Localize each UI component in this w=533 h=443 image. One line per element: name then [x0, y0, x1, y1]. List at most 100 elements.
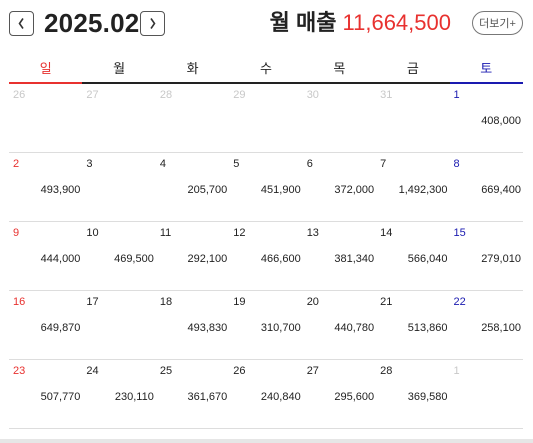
daily-sales-amount: 451,900: [260, 184, 301, 196]
weekday-label: 수: [229, 60, 303, 84]
daily-sales-amount: 444,000: [40, 253, 81, 265]
day-number: 26: [233, 365, 246, 377]
next-month-button[interactable]: [140, 11, 165, 36]
calendar-day-cell[interactable]: 25 361,670: [156, 360, 229, 428]
daily-sales-amount: 669,400: [481, 184, 521, 196]
weekday-label: 화: [155, 60, 230, 84]
day-number: 21: [380, 296, 393, 308]
day-number: 3: [86, 158, 93, 170]
calendar-day-cell[interactable]: 15 279,010: [450, 222, 523, 290]
daily-sales-amount: 205,700: [187, 184, 228, 196]
calendar-day-cell[interactable]: 13 381,340: [303, 222, 376, 290]
daily-sales-amount: 649,870: [40, 322, 81, 334]
day-number: 6: [306, 158, 313, 170]
day-number: 12: [233, 227, 246, 239]
bottom-divider: [0, 439, 533, 443]
calendar-day-cell[interactable]: 10 469,500: [82, 222, 155, 290]
calendar-day-cell[interactable]: 2 493,900: [9, 153, 82, 221]
day-number: 1: [453, 365, 460, 377]
day-number: 26: [13, 89, 26, 101]
day-number: 13: [306, 227, 319, 239]
calendar-day-cell[interactable]: 17: [82, 291, 155, 359]
calendar-grid: 26 27 28 29 30 31 1 408,000 2 493,900 3 4 205,700 5 45…: [9, 84, 523, 429]
daily-sales-amount: 372,000: [334, 184, 375, 196]
calendar-day-cell[interactable]: 19 310,700: [229, 291, 302, 359]
calendar-day-cell[interactable]: 4 205,700: [156, 153, 229, 221]
daily-sales-amount: 258,100: [481, 322, 521, 334]
day-number: 20: [306, 296, 319, 308]
calendar-day-cell[interactable]: 21 513,860: [376, 291, 449, 359]
calendar-day-cell[interactable]: 9 444,000: [9, 222, 82, 290]
calendar-day-cell[interactable]: 30: [303, 84, 376, 152]
daily-sales-amount: 493,830: [187, 322, 228, 334]
calendar-day-cell[interactable]: 1: [450, 360, 523, 428]
daily-sales-amount: 381,340: [334, 253, 375, 265]
day-number: 14: [380, 227, 393, 239]
calendar-day-cell[interactable]: 12 466,600: [229, 222, 302, 290]
monthly-sales: 월 매출 11,664,500: [270, 8, 451, 38]
calendar-week-row: 26 27 28 29 30 31 1 408,000: [9, 84, 523, 153]
day-number: 5: [233, 158, 240, 170]
day-number: 31: [380, 89, 393, 101]
day-number: 15: [453, 227, 466, 239]
calendar-day-cell[interactable]: 28: [156, 84, 229, 152]
day-number: 30: [306, 89, 319, 101]
day-number: 28: [380, 365, 393, 377]
calendar-day-cell[interactable]: 14 566,040: [376, 222, 449, 290]
daily-sales-amount: 310,700: [260, 322, 301, 334]
weekday-label: 목: [302, 60, 377, 84]
daily-sales-amount: 369,580: [407, 391, 448, 403]
calendar-day-cell[interactable]: 20 440,780: [303, 291, 376, 359]
daily-sales-amount: 507,770: [40, 391, 81, 403]
day-number: 25: [159, 365, 173, 377]
chevron-left-icon: [18, 18, 24, 29]
day-number: 1: [453, 89, 460, 101]
day-number: 4: [159, 158, 166, 170]
more-button[interactable]: 더보기+: [472, 11, 523, 35]
calendar-day-cell[interactable]: 29: [229, 84, 302, 152]
calendar-day-cell[interactable]: 28 369,580: [376, 360, 449, 428]
calendar-day-cell[interactable]: 16 649,870: [9, 291, 82, 359]
calendar-day-cell[interactable]: 18 493,830: [156, 291, 229, 359]
calendar-day-cell[interactable]: 27 295,600: [303, 360, 376, 428]
monthly-sales-value: 11,664,500: [342, 10, 451, 35]
calendar-day-cell[interactable]: 7 1,492,300: [376, 153, 449, 221]
daily-sales-amount: 292,100: [187, 253, 228, 265]
calendar-week-row: 2 493,900 3 4 205,700 5 451,900 6 372,000 7 1,492,…: [9, 153, 523, 222]
daily-sales-amount: 513,860: [407, 322, 448, 334]
day-number: 27: [306, 365, 319, 377]
day-number: 8: [453, 158, 460, 170]
day-number: 24: [86, 365, 99, 377]
daily-sales-amount: 230,110: [114, 391, 154, 403]
daily-sales-amount: 469,500: [114, 253, 154, 265]
daily-sales-amount: 279,010: [481, 253, 521, 265]
calendar-day-cell[interactable]: 26 240,840: [229, 360, 302, 428]
daily-sales-amount: 466,600: [260, 253, 301, 265]
calendar-day-cell[interactable]: 6 372,000: [303, 153, 376, 221]
day-number: 19: [233, 296, 246, 308]
calendar-day-cell[interactable]: 8 669,400: [450, 153, 523, 221]
daily-sales-amount: 295,600: [334, 391, 375, 403]
calendar-day-cell[interactable]: 26: [9, 84, 82, 152]
prev-month-button[interactable]: [9, 11, 34, 36]
day-number: 10: [86, 227, 99, 239]
calendar-day-cell[interactable]: 11 292,100: [156, 222, 229, 290]
daily-sales-amount: 493,900: [40, 184, 81, 196]
day-number: 16: [13, 296, 26, 308]
weekday-label: 일: [9, 60, 83, 84]
calendar-day-cell[interactable]: 22 258,100: [450, 291, 523, 359]
calendar-day-cell[interactable]: 27: [82, 84, 155, 152]
daily-sales-amount: 440,780: [334, 322, 375, 334]
monthly-sales-label: 월 매출: [269, 10, 337, 35]
day-number: 22: [453, 296, 466, 308]
day-number: 27: [86, 89, 99, 101]
calendar-day-cell[interactable]: 23 507,770: [9, 360, 82, 428]
calendar-day-cell[interactable]: 31: [376, 84, 449, 152]
chevron-right-icon: [150, 18, 156, 29]
calendar-day-cell[interactable]: 24 230,110: [82, 360, 155, 428]
daily-sales-amount: 240,840: [260, 391, 301, 403]
calendar-day-cell[interactable]: 1 408,000: [450, 84, 523, 152]
calendar-day-cell[interactable]: 5 451,900: [229, 153, 302, 221]
calendar-day-cell[interactable]: 3: [82, 153, 155, 221]
